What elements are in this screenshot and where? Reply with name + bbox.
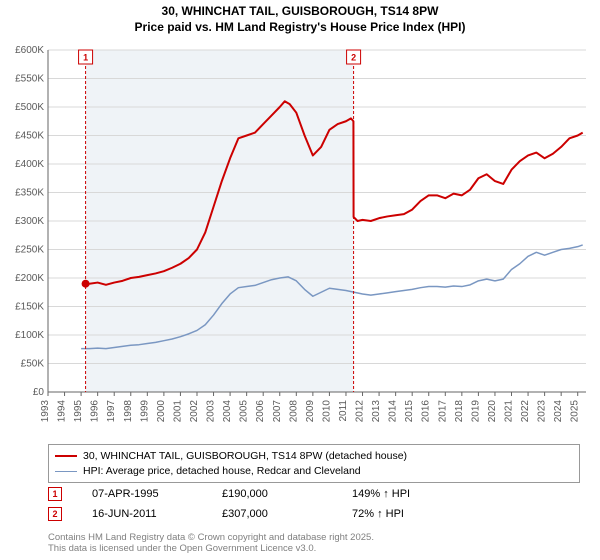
svg-text:1997: 1997	[106, 400, 117, 423]
svg-text:2009: 2009	[305, 400, 316, 423]
marker-table: 1 07-APR-1995 £190,000 149% ↑ HPI 2 16-JUN-20…	[48, 484, 578, 524]
svg-text:£550K: £550K	[15, 74, 44, 85]
legend-label: 30, WHINCHAT TAIL, GUISBOROUGH, TS14 8PW…	[83, 449, 407, 464]
chart-svg: £0 £50K £100K £150K £200K £250K £300K £350K £400…	[0, 40, 600, 440]
svg-text:2012: 2012	[355, 400, 366, 423]
svg-text:1999: 1999	[139, 400, 150, 423]
svg-text:2023: 2023	[537, 400, 548, 423]
svg-text:2000: 2000	[156, 400, 167, 423]
svg-text:2015: 2015	[404, 400, 415, 423]
marker-pct: 72% ↑ HPI	[352, 508, 452, 520]
svg-text:2010: 2010	[321, 400, 332, 423]
svg-text:£50K: £50K	[21, 359, 45, 370]
svg-text:2014: 2014	[388, 400, 399, 423]
legend: 30, WHINCHAT TAIL, GUISBOROUGH, TS14 8PW…	[48, 444, 580, 483]
svg-text:£300K: £300K	[15, 216, 44, 227]
marker-badge: 2	[48, 507, 62, 521]
svg-text:£500K: £500K	[15, 102, 44, 113]
marker-price: £190,000	[222, 488, 322, 500]
chart-title: 30, WHINCHAT TAIL, GUISBOROUGH, TS14 8PW…	[0, 0, 600, 35]
svg-text:2013: 2013	[371, 400, 382, 423]
svg-text:£200K: £200K	[15, 273, 44, 284]
svg-text:2004: 2004	[222, 400, 233, 423]
svg-text:2018: 2018	[454, 400, 465, 423]
svg-text:1993: 1993	[40, 400, 51, 423]
svg-text:2021: 2021	[504, 400, 515, 423]
attribution-line-1: Contains HM Land Registry data © Crown c…	[48, 532, 374, 543]
svg-text:2001: 2001	[172, 400, 183, 423]
title-line-2: Price paid vs. HM Land Registry's House …	[0, 20, 600, 36]
svg-text:£0: £0	[33, 387, 45, 398]
svg-text:2002: 2002	[189, 400, 200, 423]
svg-text:2005: 2005	[239, 400, 250, 423]
svg-text:£250K: £250K	[15, 245, 44, 256]
svg-text:£400K: £400K	[15, 159, 44, 170]
svg-text:2003: 2003	[206, 400, 217, 423]
svg-text:2019: 2019	[470, 400, 481, 423]
svg-text:2016: 2016	[421, 400, 432, 423]
chart-area: £0 £50K £100K £150K £200K £250K £300K £350K £400…	[0, 40, 600, 440]
marker-date: 07-APR-1995	[92, 488, 192, 500]
legend-item: HPI: Average price, detached house, Redc…	[55, 464, 573, 479]
svg-text:2025: 2025	[570, 400, 581, 423]
marker-date: 16-JUN-2011	[92, 508, 192, 520]
legend-item: 30, WHINCHAT TAIL, GUISBOROUGH, TS14 8PW…	[55, 449, 573, 464]
svg-text:£100K: £100K	[15, 330, 44, 341]
svg-text:1995: 1995	[73, 400, 84, 423]
legend-swatch	[55, 471, 77, 472]
svg-text:2007: 2007	[272, 400, 283, 423]
marker-row: 2 16-JUN-2011 £307,000 72% ↑ HPI	[48, 504, 578, 524]
legend-swatch	[55, 455, 77, 457]
svg-text:1996: 1996	[90, 400, 101, 423]
svg-text:2020: 2020	[487, 400, 498, 423]
svg-text:2006: 2006	[255, 400, 266, 423]
attribution-line-2: This data is licensed under the Open Gov…	[48, 543, 374, 554]
svg-text:£450K: £450K	[15, 131, 44, 142]
svg-text:2024: 2024	[553, 400, 564, 423]
marker-price: £307,000	[222, 508, 322, 520]
marker-row: 1 07-APR-1995 £190,000 149% ↑ HPI	[48, 484, 578, 504]
svg-text:£350K: £350K	[15, 188, 44, 199]
title-line-1: 30, WHINCHAT TAIL, GUISBOROUGH, TS14 8PW	[0, 4, 600, 20]
marker-badge: 1	[48, 487, 62, 501]
svg-text:£150K: £150K	[15, 302, 44, 313]
svg-text:2011: 2011	[338, 400, 349, 422]
svg-text:£600K: £600K	[15, 45, 44, 56]
svg-text:1: 1	[83, 53, 88, 63]
svg-text:2008: 2008	[288, 400, 299, 423]
marker-pct: 149% ↑ HPI	[352, 488, 452, 500]
svg-text:1994: 1994	[57, 400, 68, 423]
svg-text:2: 2	[351, 53, 356, 63]
svg-text:1998: 1998	[123, 400, 134, 423]
legend-label: HPI: Average price, detached house, Redc…	[83, 464, 361, 479]
svg-text:2017: 2017	[437, 400, 448, 423]
attribution: Contains HM Land Registry data © Crown c…	[48, 532, 374, 555]
svg-text:2022: 2022	[520, 400, 531, 423]
